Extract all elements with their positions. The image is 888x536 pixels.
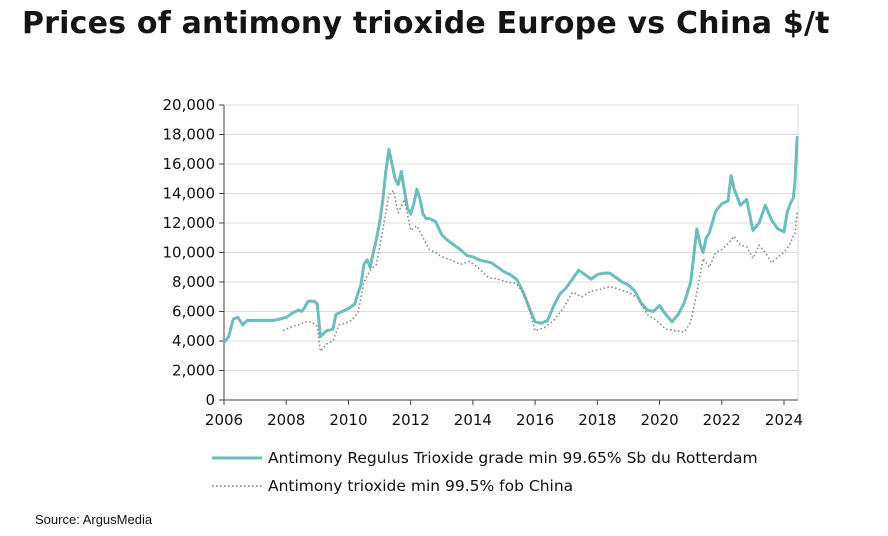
x-tick-label: 2010 <box>329 411 367 429</box>
y-tick-label: 20,000 <box>163 96 216 114</box>
source-note: Source: ArgusMedia <box>35 512 153 527</box>
y-axis: 0 2,000 4,000 6,000 8,000 10,000 12,000 14,000 1… <box>163 96 225 409</box>
x-tick-label: 2006 <box>205 411 243 429</box>
y-tick-label: 18,000 <box>163 126 216 144</box>
x-tick-label: 2008 <box>267 411 305 429</box>
series-lines <box>222 135 799 353</box>
series-line-2 <box>282 189 798 353</box>
y-gridlines <box>224 104 798 401</box>
x-tick-label: 2020 <box>640 411 678 429</box>
x-tick-label: 2022 <box>703 411 741 429</box>
page-title: Prices of antimony trioxide Europe vs Ch… <box>22 6 830 41</box>
legend-label: Antimony Regulus Trioxide grade min 99.6… <box>268 449 758 467</box>
y-tick-label: 14,000 <box>163 185 216 203</box>
x-tick-label: 2016 <box>516 411 554 429</box>
y-tick-label: 16,000 <box>163 155 216 173</box>
y-tick-label: 10,000 <box>163 244 216 262</box>
y-tick-label: 0 <box>205 391 215 409</box>
y-tick-label: 12,000 <box>163 214 216 232</box>
y-tick-label: 4,000 <box>172 332 215 350</box>
x-tick-label: 2024 <box>765 411 803 429</box>
legend: Antimony Regulus Trioxide grade min 99.6… <box>212 449 758 495</box>
legend-label: Antimony trioxide min 99.5% fob China <box>268 477 573 495</box>
x-tick-label: 2012 <box>392 411 430 429</box>
y-tick-label: 2,000 <box>172 362 215 380</box>
y-tick-label: 6,000 <box>172 303 215 321</box>
y-tick-label: 8,000 <box>172 273 215 291</box>
x-tick-label: 2018 <box>578 411 616 429</box>
series-line-1 <box>222 135 799 344</box>
x-axis: 2006 2008 2010 2012 2014 2016 2018 2020 2022 2024 <box>205 399 803 429</box>
x-tick-label: 2014 <box>454 411 492 429</box>
